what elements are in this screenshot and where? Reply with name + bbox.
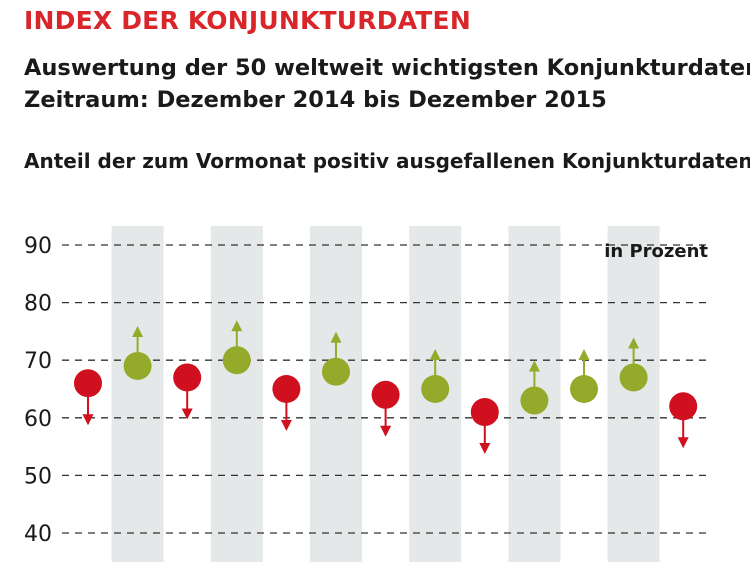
data-point xyxy=(570,375,598,403)
subtitle-line-1: Auswertung der 50 weltweit wichtigsten K… xyxy=(24,55,750,81)
marker-up xyxy=(619,337,648,392)
y-tick-label: 90 xyxy=(24,234,52,259)
marker-up xyxy=(322,331,350,386)
arrow-down-icon xyxy=(479,443,491,455)
background-bands xyxy=(111,226,660,562)
marker-down xyxy=(470,398,499,455)
data-point xyxy=(619,363,648,392)
arrow-down-icon xyxy=(380,425,392,437)
y-tick-label: 50 xyxy=(24,464,52,489)
y-axis-ticks: 40 50 60 70 80 90 xyxy=(24,234,52,547)
band xyxy=(310,226,362,562)
marker-up xyxy=(421,349,450,403)
data-point xyxy=(669,392,698,421)
marker-down xyxy=(74,369,102,426)
y-tick-label: 70 xyxy=(24,349,52,374)
data-point xyxy=(371,380,400,409)
marker-up xyxy=(123,325,152,380)
marker-down xyxy=(371,380,400,437)
marker-up xyxy=(520,360,549,415)
band xyxy=(210,226,263,562)
arrow-up-icon xyxy=(429,349,441,360)
marker-down xyxy=(272,375,301,431)
arrow-up-icon xyxy=(330,331,342,343)
data-point xyxy=(520,386,549,415)
arrow-down-icon xyxy=(181,408,193,420)
unit-label: in Prozent xyxy=(604,241,708,262)
data-point xyxy=(421,375,450,403)
arrow-up-icon xyxy=(528,360,540,372)
marker-down xyxy=(669,392,698,449)
data-point xyxy=(222,346,251,375)
arrow-up-icon xyxy=(578,349,590,360)
arrow-down-icon xyxy=(280,420,292,431)
data-point xyxy=(123,351,152,380)
chart-title: INDEX DER KONJUNKTURDATEN xyxy=(24,6,471,35)
section-title: Anteil der zum Vormonat positiv ausgefal… xyxy=(24,149,750,173)
arrow-up-icon xyxy=(132,325,144,337)
chart-subtitle: Auswertung der 50 weltweit wichtigsten K… xyxy=(24,52,750,116)
gridlines xyxy=(62,244,712,534)
data-point xyxy=(322,357,350,386)
data-point xyxy=(74,369,102,398)
data-point xyxy=(173,363,202,392)
marker-up xyxy=(222,320,251,375)
data-point xyxy=(470,398,499,427)
y-tick-label: 60 xyxy=(24,407,52,432)
data-point xyxy=(272,375,301,403)
band xyxy=(111,226,164,562)
y-tick-label: 40 xyxy=(24,522,52,547)
arrow-down-icon xyxy=(677,437,689,449)
marker-down xyxy=(173,363,202,420)
subtitle-line-2: Zeitraum: Dezember 2014 bis Dezember 201… xyxy=(24,87,607,113)
marker-up xyxy=(570,349,598,403)
arrow-up-icon xyxy=(231,320,243,332)
band xyxy=(607,226,660,562)
data-markers xyxy=(74,320,698,455)
arrow-down-icon xyxy=(82,414,94,426)
arrow-up-icon xyxy=(628,337,640,349)
y-tick-label: 80 xyxy=(24,292,52,317)
